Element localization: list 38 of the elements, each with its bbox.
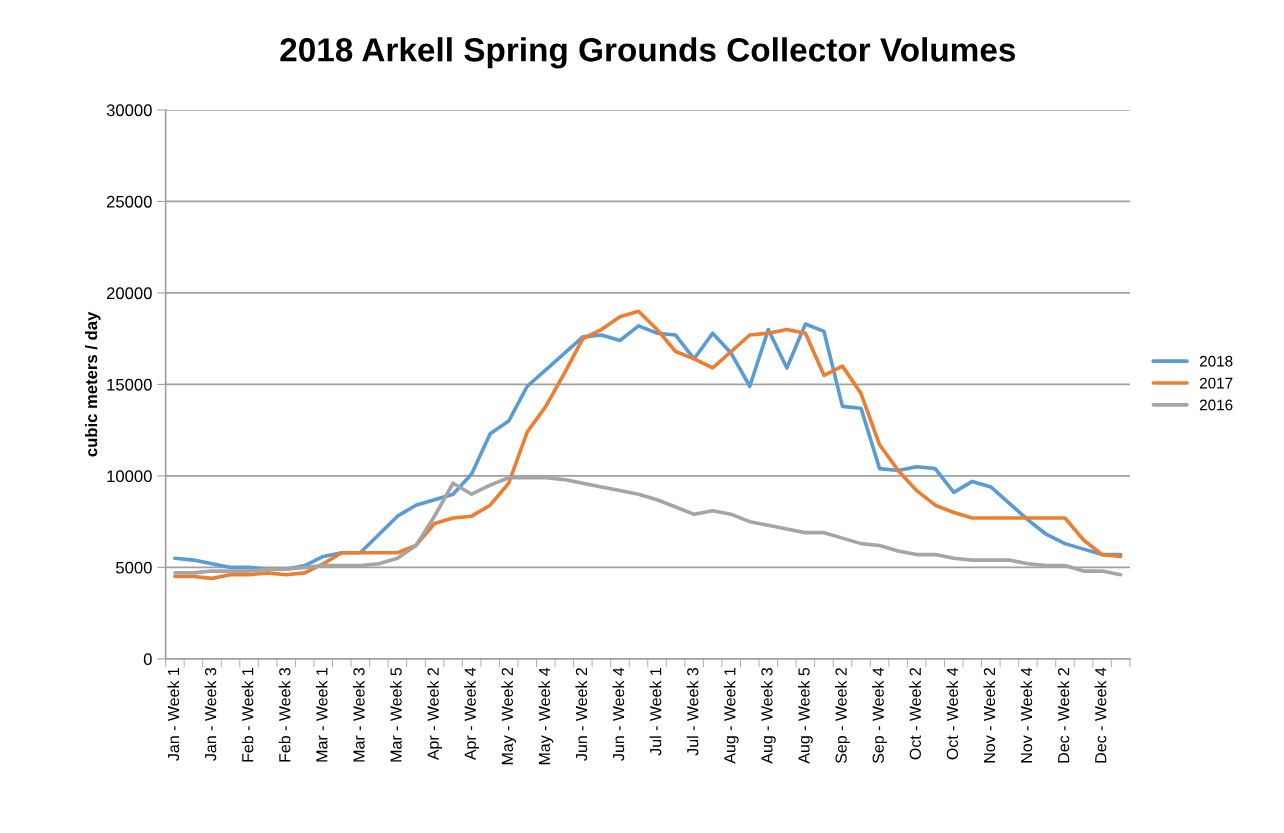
y-axis-title: cubic meters / day (85, 311, 101, 457)
y-tick-label: 20000 (106, 287, 152, 300)
x-tick-label: Dec - Week 2 (1057, 668, 1070, 763)
x-tick-label: Apr - Week 4 (464, 667, 480, 761)
x-tick-label: Nov - Week 4 (1020, 667, 1033, 763)
legend-label: 2017 (1199, 377, 1233, 389)
x-tick-label: Jul - Week 3 (686, 667, 699, 756)
x-tick-label: Mar - Week 5 (389, 667, 402, 762)
x-tick-label: May - Week 2 (501, 668, 517, 765)
legend-label: 2018 (1199, 355, 1233, 367)
x-tick-label: Oct - Week 4 (946, 667, 959, 760)
x-tick-label: Jun - Week 4 (612, 667, 625, 761)
y-tick-label: 10000 (107, 470, 152, 483)
x-tick-label: Oct - Week 2 (909, 668, 921, 760)
x-tick-label: Aug - Week 3 (760, 667, 776, 764)
y-tick-label: 30000 (106, 104, 152, 117)
x-tick-label: Aug - Week 5 (797, 667, 813, 764)
x-tick-label: Nov - Week 2 (983, 668, 996, 763)
x-tick-label: Aug - Week 1 (723, 668, 739, 764)
x-tick-label: Feb - Week 3 (278, 667, 291, 762)
y-tick-label: 25000 (106, 195, 152, 208)
x-tick-label: Jun - Week 2 (575, 668, 588, 761)
chart-title: 2018 Arkell Spring Grounds Collector Volumes (280, 37, 1016, 69)
x-tick-label: Feb - Week 1 (241, 668, 254, 762)
x-tick-label: Sep - Week 2 (835, 668, 850, 763)
y-tick-label: 15000 (107, 378, 152, 391)
x-tick-label: Apr - Week 2 (427, 668, 442, 761)
legend-label: 2016 (1199, 399, 1233, 411)
x-tick-label: Dec - Week 4 (1094, 667, 1107, 763)
x-tick-label: May - Week 4 (538, 667, 554, 765)
x-tick-label: Mar - Week 3 (352, 667, 365, 762)
x-tick-label: Jan - Week 3 (204, 667, 217, 761)
x-tick-label: Jul - Week 1 (649, 668, 662, 756)
y-tick-label: 0 (143, 653, 152, 666)
x-tick-label: Sep - Week 4 (872, 667, 888, 763)
x-tick-label: Mar - Week 1 (315, 668, 328, 762)
y-tick-label: 5000 (116, 561, 152, 574)
x-tick-label: Jan - Week 1 (167, 668, 180, 761)
